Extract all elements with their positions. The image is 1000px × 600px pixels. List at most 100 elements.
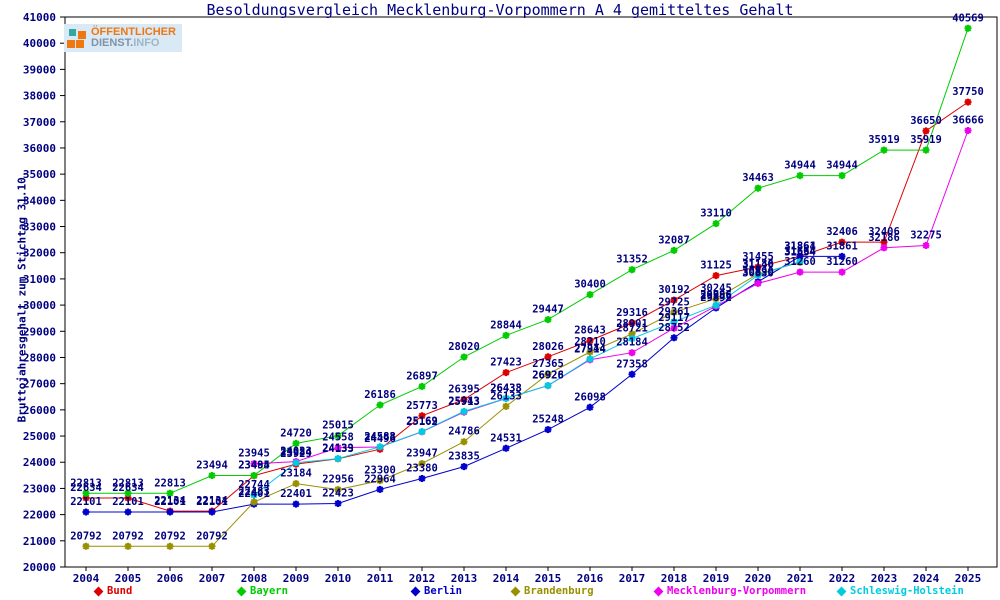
legend-item-bund[interactable]: Bund [93, 585, 133, 597]
logo-square [78, 31, 86, 39]
value-label: 31260 [784, 256, 816, 268]
x-tick-label: 2011 [367, 572, 394, 585]
x-tick-label: 2010 [325, 572, 352, 585]
data-point-schleswig-holstein [544, 382, 552, 390]
x-tick-label: 2006 [157, 572, 184, 585]
value-label: 22423 [322, 488, 354, 500]
series-line-bund [86, 101, 969, 512]
data-point-schleswig-holstein [460, 407, 468, 415]
value-label: 23380 [406, 463, 438, 475]
y-tick-label: 35000 [23, 168, 56, 181]
x-tick-label: 2009 [283, 572, 310, 585]
value-label: 31260 [826, 256, 858, 268]
legend-item-brandenburg[interactable]: Brandenburg [510, 585, 594, 597]
value-label: 24786 [448, 426, 480, 438]
logo-square [67, 40, 75, 48]
data-point-berlin [334, 500, 342, 507]
data-point-brandenburg [670, 308, 678, 316]
data-point-brandenburg [712, 295, 720, 303]
y-tick-label: 23000 [23, 482, 56, 495]
data-point-bayern [376, 401, 384, 409]
series-line-brandenburg [86, 261, 801, 547]
x-tick-label: 2020 [745, 572, 772, 585]
data-point-berlin [292, 500, 300, 508]
data-point-bund [964, 98, 972, 106]
x-tick-label: 2024 [913, 572, 940, 585]
value-label: 28643 [574, 325, 606, 337]
value-label: 25773 [406, 400, 438, 412]
data-point-bayern [418, 382, 426, 390]
data-point-bund [838, 238, 846, 246]
value-label: 22134 [154, 495, 186, 507]
value-label: 29996 [700, 289, 732, 301]
value-label: 23494 [238, 460, 270, 472]
value-label: 27944 [574, 343, 606, 355]
data-point-mecklenburg-vorpommern [250, 460, 258, 468]
data-point-bayern [502, 331, 510, 339]
value-label: 31352 [616, 254, 648, 266]
data-point-berlin [460, 463, 468, 471]
logo-square [69, 29, 76, 36]
x-tick-label: 2005 [115, 572, 142, 585]
value-label: 34944 [826, 160, 858, 172]
legend-item-bayern[interactable]: Bayern [236, 585, 288, 597]
legend-label: Bund [107, 585, 133, 597]
page-title: Besoldungsvergleich Mecklenburg-Vorpomme… [206, 1, 794, 19]
value-label: 25162 [406, 416, 438, 428]
data-point-berlin [838, 252, 846, 260]
value-label: 29892 [700, 292, 732, 304]
data-point-bayern [754, 184, 762, 192]
y-tick-label: 34000 [23, 194, 56, 207]
legend-item-berlin[interactable]: Berlin [410, 585, 462, 597]
data-point-bund [544, 353, 552, 361]
value-label: 30400 [574, 279, 606, 291]
data-point-brandenburg [586, 348, 594, 356]
data-point-brandenburg [628, 330, 636, 338]
y-tick-label: 25000 [23, 430, 56, 443]
data-point-mecklenburg-vorpommern [922, 242, 930, 249]
legend: Bund Bayern Berlin Brandenburg Mecklenburg-V… [0, 585, 1000, 600]
y-tick-label: 20000 [23, 561, 56, 574]
value-label: 26926 [532, 370, 564, 382]
value-label: 35919 [910, 134, 942, 146]
legend-label: Schleswig-Holstein [850, 585, 964, 597]
legend-item-schleswig-holstein[interactable]: Schleswig-Holstein [836, 585, 964, 597]
legend-marker-icon [653, 586, 664, 596]
value-label: 23494 [196, 460, 228, 472]
value-label: 30890 [742, 266, 774, 278]
value-label: 40569 [952, 12, 984, 24]
value-label: 28844 [490, 319, 522, 331]
data-point-berlin [82, 508, 90, 516]
legend-marker-icon [93, 586, 104, 596]
x-tick-label: 2008 [241, 572, 268, 585]
logo-icon [67, 27, 87, 49]
value-label: 32186 [868, 232, 900, 244]
value-label: 25248 [532, 414, 564, 426]
data-point-bund [418, 412, 426, 420]
legend-marker-icon [836, 586, 847, 596]
x-tick-label: 2012 [409, 572, 436, 585]
data-point-brandenburg [208, 542, 216, 550]
value-label: 22813 [154, 477, 186, 489]
series-line-mecklenburg-vorpommern [253, 130, 969, 465]
value-label: 27423 [490, 357, 522, 369]
data-point-berlin [544, 426, 552, 434]
value-label: 22101 [112, 496, 144, 508]
data-point-berlin [586, 403, 594, 411]
site-logo[interactable]: ÖFFENTLICHER DIENST.INFO [64, 24, 182, 52]
value-label: 31634 [784, 246, 816, 258]
y-tick-label: 40000 [23, 37, 56, 50]
data-point-bayern [586, 291, 594, 299]
legend-item-mecklenburg-vorpommern[interactable]: Mecklenburg-Vorpommern [653, 585, 806, 597]
data-point-bayern [712, 220, 720, 228]
logo-text-dienst: DIENST. [91, 37, 134, 49]
data-point-mecklenburg-vorpommern [628, 349, 636, 357]
value-label: 36666 [952, 115, 984, 127]
value-label: 34463 [742, 172, 774, 184]
y-tick-label: 30000 [23, 299, 56, 312]
value-label: 26928 [532, 370, 564, 382]
value-label: 23929 [280, 448, 312, 460]
value-label: 29956 [700, 290, 732, 302]
